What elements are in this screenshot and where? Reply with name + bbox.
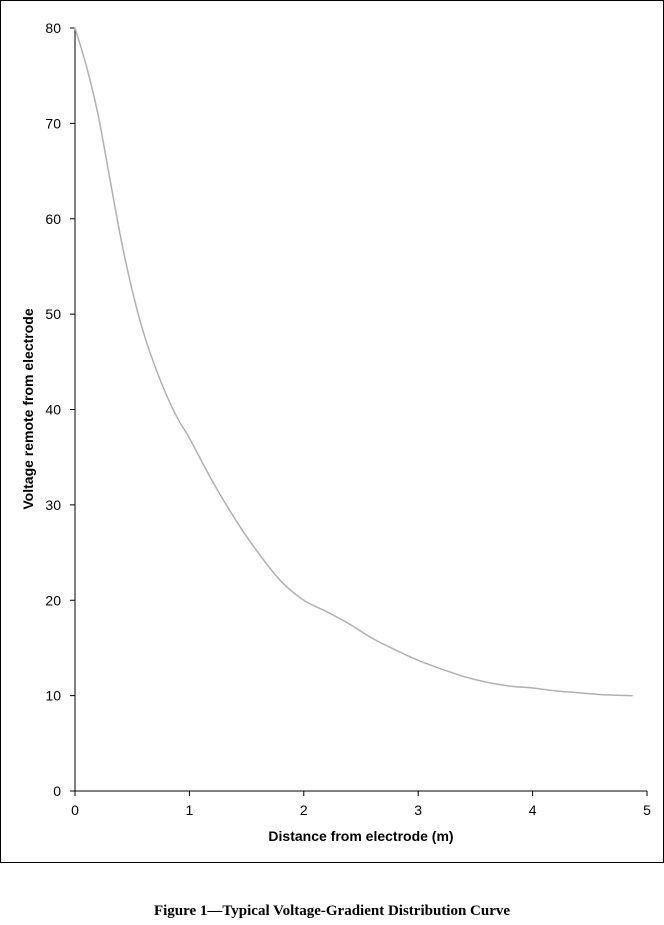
y-tick-label: 50: [45, 306, 61, 322]
voltage-curve: [74, 27, 633, 697]
y-tick-label: 70: [45, 115, 61, 131]
x-tick-label: 2: [300, 802, 308, 818]
y-tick-label: 10: [45, 688, 61, 704]
x-tick-label: 5: [643, 802, 651, 818]
x-tick-label: 4: [529, 802, 537, 818]
x-tick-label: 1: [186, 802, 194, 818]
figure-caption: Figure 1—Typical Voltage-Gradient Distri…: [153, 903, 511, 919]
x-tick-label: 0: [71, 802, 79, 818]
y-tick-label: 30: [45, 497, 61, 513]
x-tick-label: 3: [414, 802, 422, 818]
x-ticks: 0 1 2 3 4 5: [71, 791, 651, 818]
axes: [74, 28, 647, 792]
y-tick-label: 20: [45, 592, 61, 608]
y-axis-title: Voltage remote from electrode: [20, 308, 36, 509]
chart: 0 10 20 30 40 50 60 70 80 0 1 2 3 4 5 Distance from e…: [20, 20, 651, 844]
chart-frame: 0 10 20 30 40 50 60 70 80 0 1 2 3 4 5 Distance from e…: [0, 0, 664, 863]
y-tick-label: 0: [53, 783, 61, 799]
y-tick-label: 80: [45, 20, 61, 36]
x-axis-title: Distance from electrode (m): [268, 828, 453, 844]
y-tick-label: 40: [45, 402, 61, 418]
y-tick-label: 60: [45, 211, 61, 227]
y-ticks: 0 10 20 30 40 50 60 70 80: [45, 20, 75, 799]
